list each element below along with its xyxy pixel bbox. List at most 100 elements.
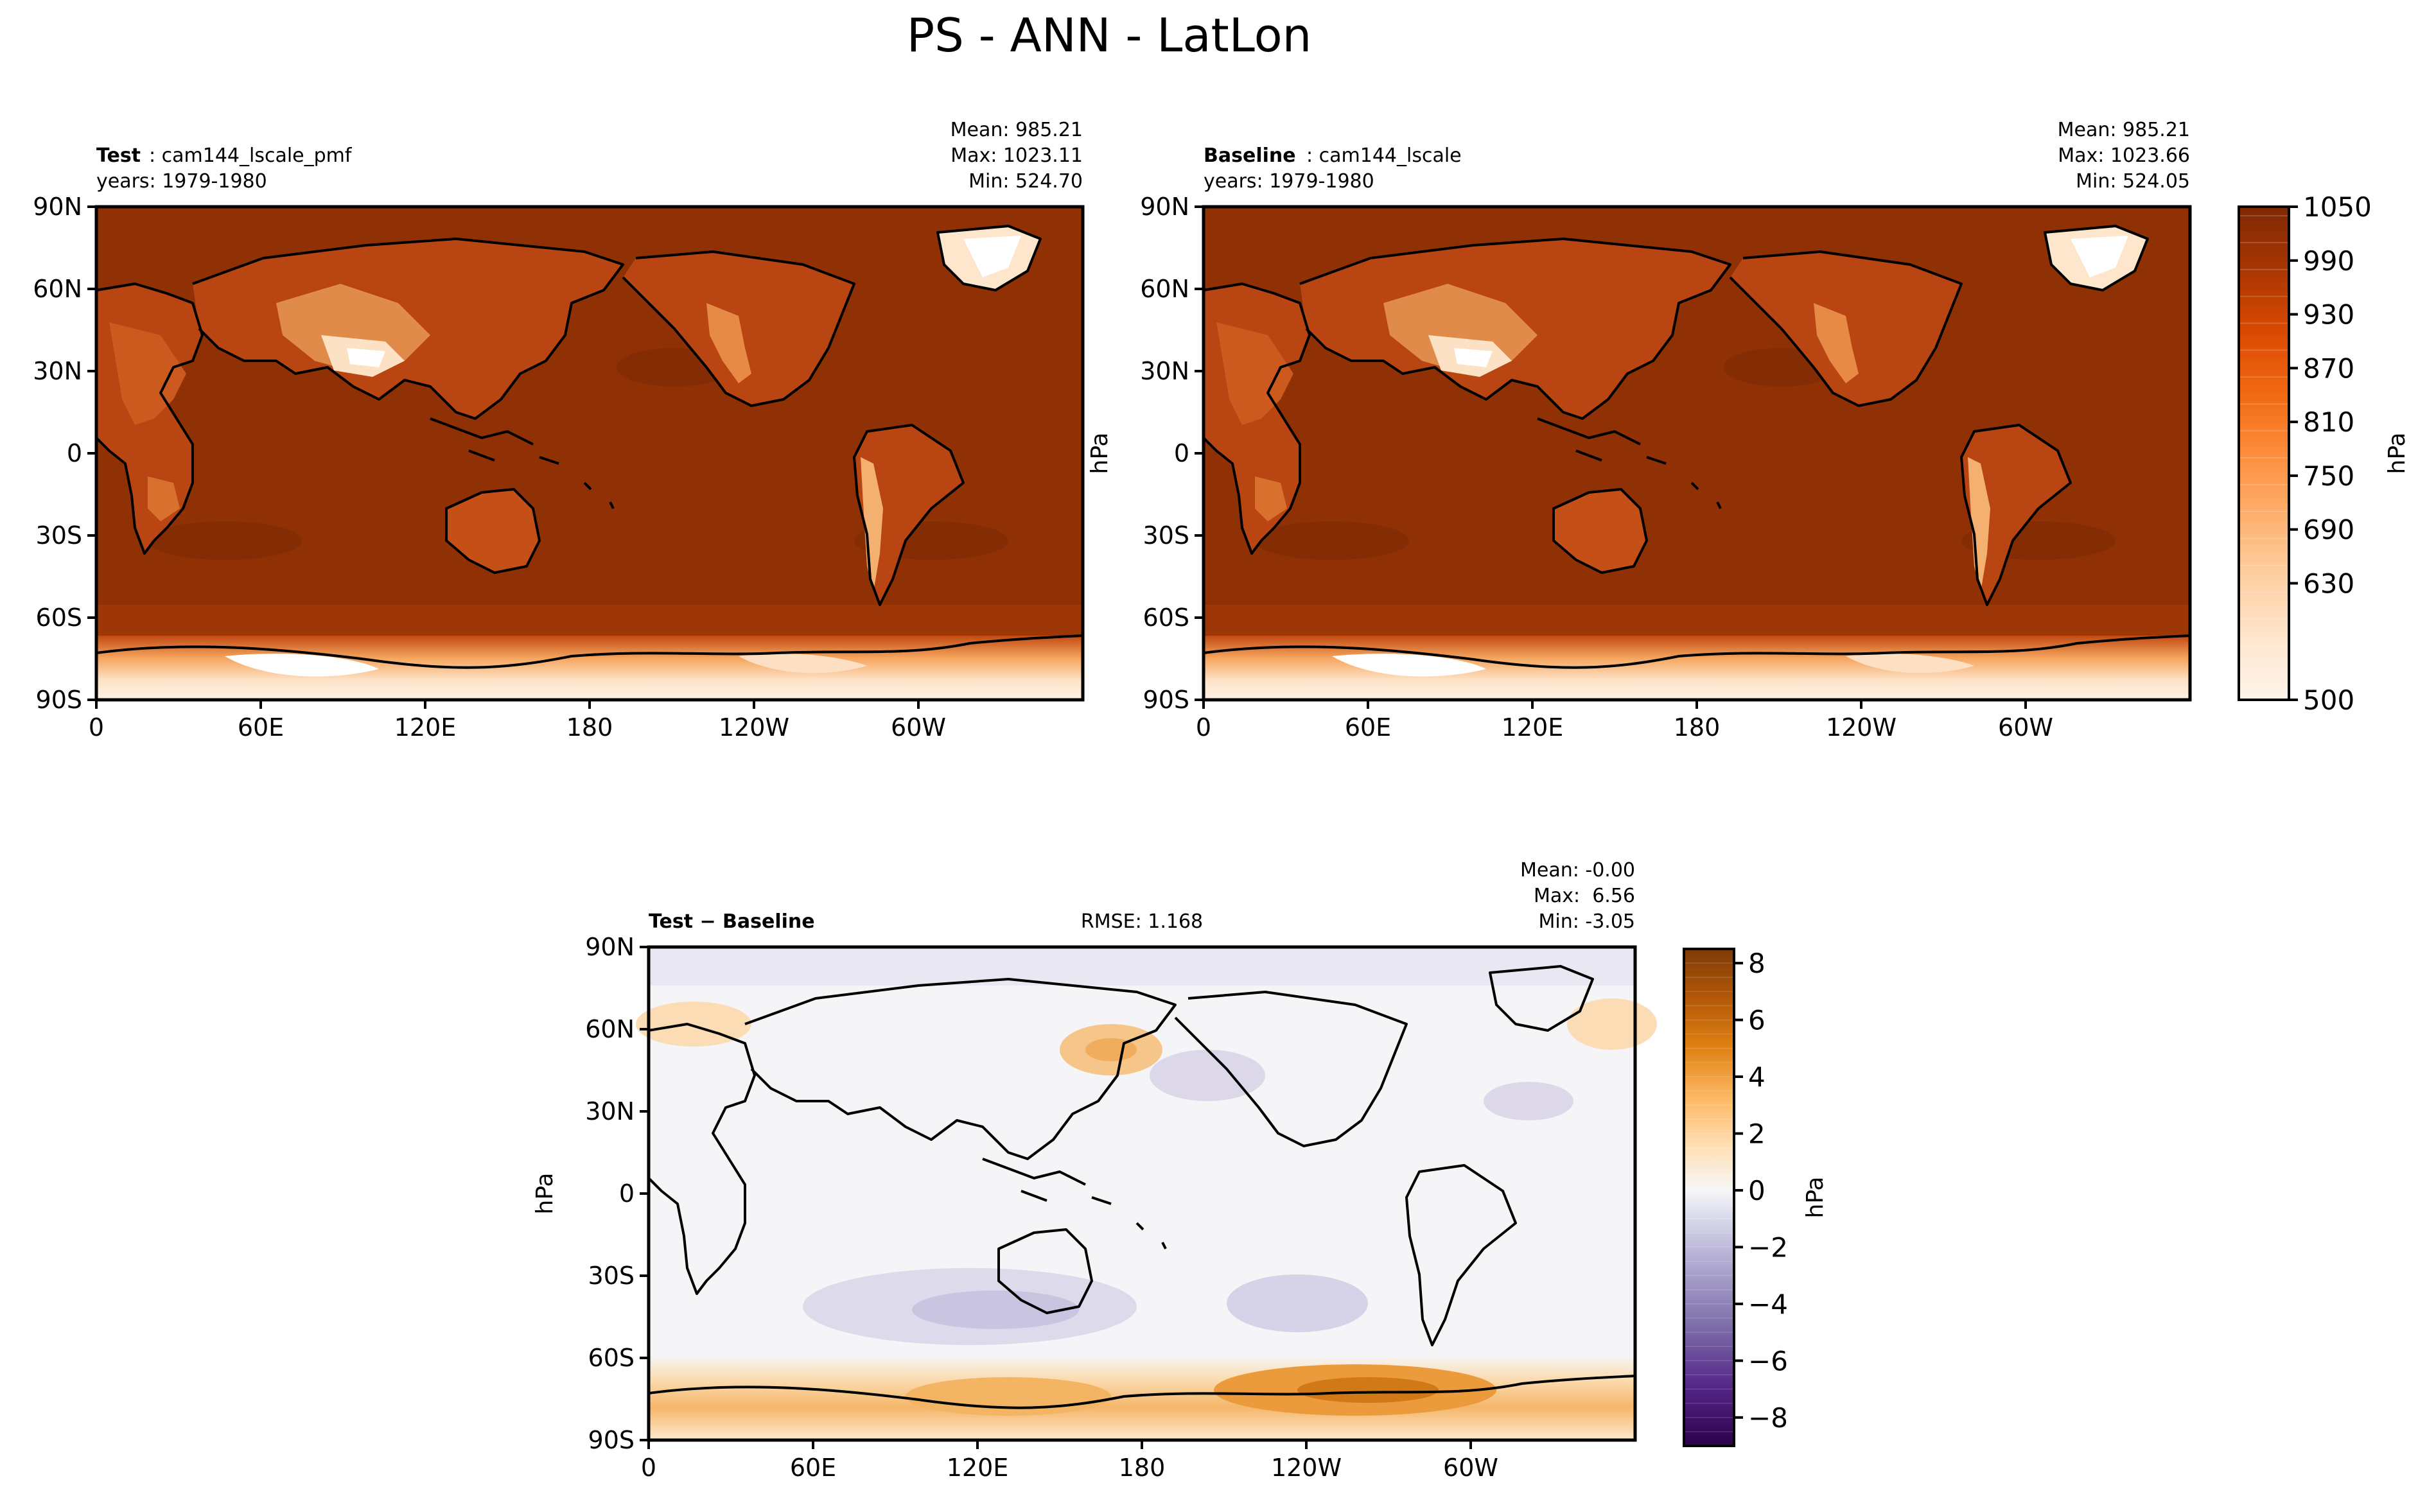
baseline-lat-axis: 90N 60N 30N 0 30S 60S 90S — [1140, 193, 1204, 714]
colorbar-diff-tick-label: 2 — [1748, 1118, 1765, 1149]
colorbar-diff-tick-label: −8 — [1748, 1402, 1788, 1434]
baseline-map — [1202, 205, 2192, 702]
colorbar-top-tick-label: 810 — [2303, 406, 2354, 438]
lon-tick-label: 120E — [1502, 713, 1564, 742]
lat-tick-label: 90N — [1140, 193, 1189, 221]
lat-tick-label: 60S — [36, 604, 82, 632]
lon-tick-label: 60W — [1443, 1454, 1498, 1482]
test-min: Min: 524.70 — [968, 170, 1083, 193]
diff-label: Test − Baseline — [649, 910, 815, 933]
panel-diff: Test − Baseline RMSE: 1.168 Mean: -0.00 … — [532, 859, 1657, 1482]
colorbar-top: 1050 990 930 870 810 750 690 630 500 hPa — [2238, 191, 2410, 716]
lon-tick-label: 0 — [1196, 713, 1211, 742]
lat-tick-label: 90S — [36, 686, 82, 714]
lat-tick-label: 30N — [1140, 357, 1189, 385]
colorbar-top-tick-label: 750 — [2303, 460, 2354, 492]
colorbar-diff-tick-label: 0 — [1748, 1175, 1765, 1206]
lat-tick-label: 60N — [1140, 275, 1189, 303]
lon-tick-label: 120E — [394, 713, 457, 742]
baseline-lon-axis: 0 60E 120E 180 120W 60W — [1196, 700, 2053, 742]
colorbar-diff-tick-label: −6 — [1748, 1345, 1788, 1377]
diff-lon-axis: 0 60E 120E 180 120W 60W — [641, 1440, 1498, 1482]
colorbar-top-tick-label: 690 — [2303, 514, 2354, 546]
colorbar-diff-tick-label: −4 — [1748, 1289, 1788, 1320]
diff-lat-axis: 90N 60N 30N 0 30S 60S 90S — [585, 933, 649, 1454]
lat-tick-label: 60N — [585, 1015, 635, 1043]
figure-title: PS - ANN - LatLon — [907, 8, 1312, 62]
colorbar-top-tick-label: 500 — [2303, 684, 2354, 716]
diff-mean: Mean: -0.00 — [1520, 859, 1635, 882]
colorbar-diff-gradient — [1684, 949, 1734, 1446]
baseline-ylabel: hPa — [1087, 433, 1113, 474]
lon-tick-label: 60E — [238, 713, 284, 742]
diff-rmse: RMSE: 1.168 — [1081, 910, 1203, 933]
baseline-label-bold: Baseline — [1204, 144, 1296, 167]
lon-tick-label: 60W — [1998, 713, 2053, 742]
baseline-max: Max: 1023.66 — [2058, 144, 2190, 167]
colorbar-top-tick-label: 870 — [2303, 352, 2354, 384]
baseline-min: Min: 524.05 — [2076, 170, 2190, 193]
lat-tick-label: 0 — [619, 1179, 635, 1208]
colorbar-top-tick-label: 930 — [2303, 299, 2354, 331]
lat-tick-label: 30S — [36, 521, 82, 550]
test-map — [94, 205, 1085, 702]
panel-test: Test : cam144_lscale_pmf years: 1979-198… — [33, 119, 1085, 742]
diff-map — [636, 945, 1657, 1442]
lat-tick-label: 60N — [33, 275, 82, 303]
lon-tick-label: 60E — [790, 1454, 836, 1482]
colorbar-diff-tick-label: 6 — [1748, 1005, 1765, 1036]
lat-tick-label: 30N — [585, 1097, 635, 1125]
test-years: years: 1979-1980 — [96, 170, 267, 193]
colorbar-diff-tick-label: −2 — [1748, 1231, 1788, 1263]
baseline-label-name: : cam144_lscale — [1306, 144, 1462, 167]
lon-tick-label: 180 — [1119, 1454, 1166, 1482]
diff-max: Max: 6.56 — [1534, 885, 1635, 907]
lat-tick-label: 30S — [588, 1262, 635, 1290]
lon-tick-label: 0 — [641, 1454, 656, 1482]
baseline-years: years: 1979-1980 — [1204, 170, 1374, 193]
lat-tick-label: 30S — [1143, 521, 1189, 550]
lon-tick-label: 120E — [947, 1454, 1009, 1482]
lat-tick-label: 90N — [585, 933, 635, 961]
colorbar-diff-tick-label: 4 — [1748, 1061, 1765, 1093]
colorbar-top-label: hPa — [2384, 433, 2410, 474]
colorbar-top-bands — [2239, 214, 2289, 674]
lon-tick-label: 60W — [891, 713, 946, 742]
test-label-name: : cam144_lscale_pmf — [149, 144, 353, 167]
lon-tick-label: 0 — [89, 713, 104, 742]
lat-tick-label: 0 — [67, 439, 82, 467]
lat-tick-label: 90S — [588, 1426, 635, 1454]
colorbar-diff-bands — [1684, 962, 1734, 1432]
lat-tick-label: 90N — [33, 193, 82, 221]
colorbar-diff-label: hPa — [1802, 1177, 1828, 1219]
panel-baseline: Baseline : cam144_lscale years: 1979-198… — [1087, 119, 2192, 742]
test-label-bold: Test — [96, 144, 141, 167]
colorbar-top-ticks: 1050 990 930 870 810 750 690 630 500 — [2289, 191, 2372, 716]
lon-tick-label: 120W — [719, 713, 789, 742]
colorbar-diff-ticks: 8 6 4 2 0 −2 −4 −6 −8 — [1734, 948, 1788, 1434]
colorbar-top-tick-label: 630 — [2303, 568, 2354, 599]
test-lon-axis: 0 60E 120E 180 120W 60W — [89, 700, 946, 742]
baseline-mean: Mean: 985.21 — [2058, 119, 2190, 141]
lat-tick-label: 60S — [588, 1344, 635, 1372]
diff-min: Min: -3.05 — [1539, 910, 1636, 933]
lat-tick-label: 30N — [33, 357, 82, 385]
lon-tick-label: 120W — [1271, 1454, 1342, 1482]
lon-tick-label: 180 — [566, 713, 613, 742]
lat-tick-label: 60S — [1143, 604, 1189, 632]
test-mean: Mean: 985.21 — [951, 119, 1083, 141]
colorbar-top-tick-label: 1050 — [2303, 191, 2372, 223]
colorbar-diff-tick-label: 8 — [1748, 948, 1765, 979]
lat-tick-label: 0 — [1174, 439, 1189, 467]
lon-tick-label: 120W — [1826, 713, 1897, 742]
colorbar-top-tick-label: 990 — [2303, 245, 2354, 277]
test-lat-axis: 90N 60N 30N 0 30S 60S 90S — [33, 193, 96, 714]
colorbar-diff: 8 6 4 2 0 −2 −4 −6 −8 hPa — [1683, 948, 1828, 1447]
test-max: Max: 1023.11 — [951, 144, 1083, 167]
lon-tick-label: 180 — [1674, 713, 1721, 742]
colorbar-top-gradient — [2239, 207, 2289, 700]
diff-ylabel: hPa — [532, 1173, 558, 1215]
lat-tick-label: 90S — [1143, 686, 1189, 714]
lon-tick-label: 60E — [1345, 713, 1391, 742]
